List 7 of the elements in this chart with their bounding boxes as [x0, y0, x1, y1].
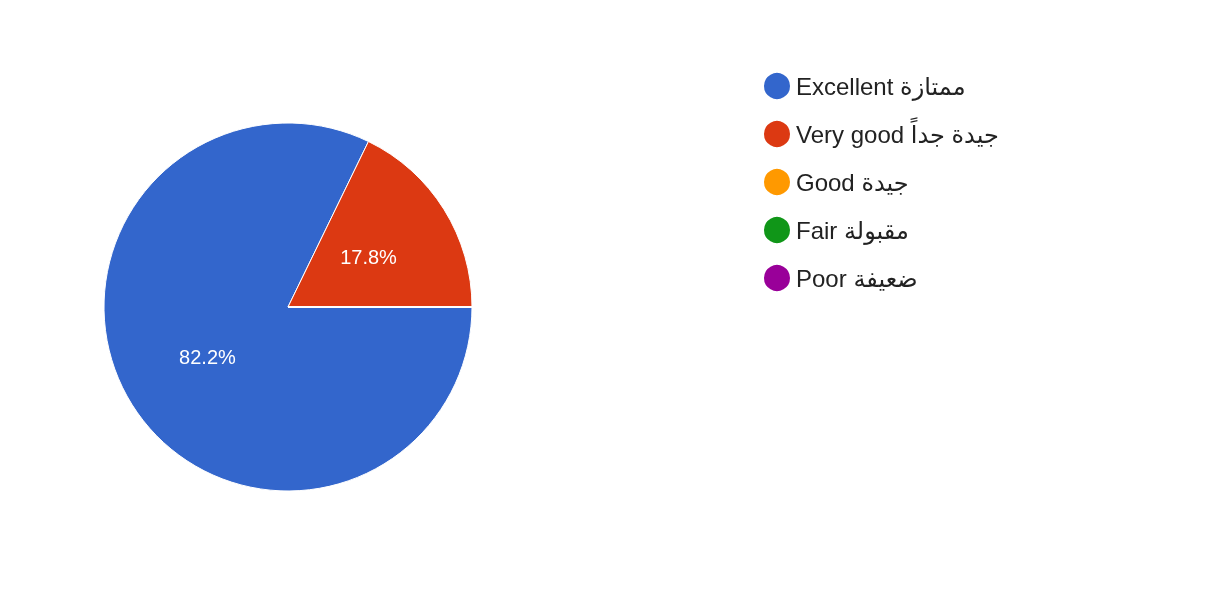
legend-label: Good جيدة [796, 168, 909, 196]
data-label: 17.8% [340, 245, 398, 268]
legend-label: Poor ضعيفة [796, 264, 918, 292]
legend-label: Excellent ممتازة [796, 72, 966, 101]
legend-label: Very good جيدة جداً [796, 117, 999, 148]
legend-label: Fair مقبولة [796, 216, 909, 245]
data-label: 82.2% [179, 346, 237, 369]
